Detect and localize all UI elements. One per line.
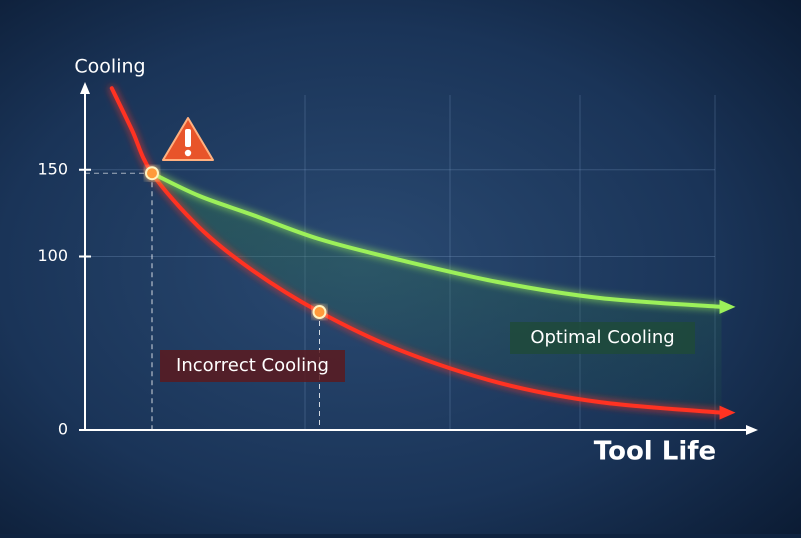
warning-icon (162, 117, 214, 161)
y-tick-label: 150 (37, 159, 68, 178)
y-tick-label: 0 (58, 420, 68, 439)
x-axis-arrow (746, 425, 758, 435)
y-axis-label: Cooling (74, 56, 145, 78)
highlight-point (312, 305, 327, 320)
legend-label: Incorrect Cooling (176, 355, 329, 376)
line-arrow (719, 405, 736, 420)
y-axis-arrow (80, 82, 90, 94)
x-axis-label: Tool Life (594, 437, 716, 467)
y-tick-label: 100 (37, 246, 68, 265)
label-box (160, 350, 345, 382)
line-arrow (719, 299, 736, 314)
highlight-point (145, 166, 159, 181)
legend-label: Optimal Cooling (530, 327, 674, 348)
label-box (510, 322, 695, 354)
series-line (150, 171, 724, 309)
